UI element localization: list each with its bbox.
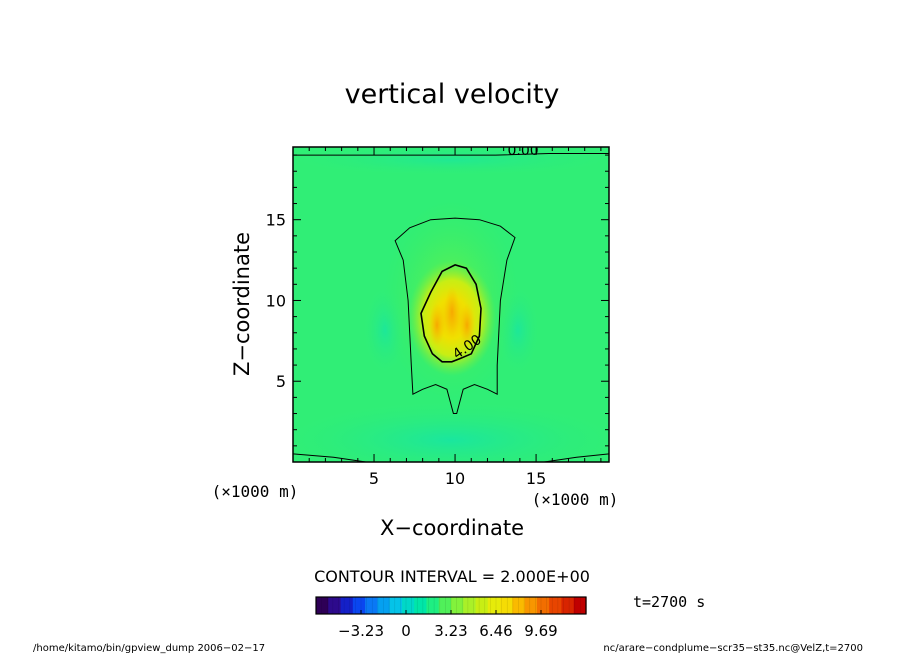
colorbar-swatch bbox=[573, 597, 587, 614]
contour-interval-text: CONTOUR INTERVAL = 2.000E+00 bbox=[314, 567, 590, 586]
field-hot-spot-3 bbox=[459, 303, 475, 347]
field-hot-spot-1 bbox=[429, 303, 445, 347]
y-tick-label: 15 bbox=[266, 211, 286, 230]
contour-line-0 bbox=[293, 153, 609, 156]
colorbar-swatch bbox=[512, 597, 526, 614]
colorbar-tick-label: 6.46 bbox=[479, 622, 512, 640]
colorbar-swatch bbox=[451, 597, 464, 614]
colorbar-tick-label: 9.69 bbox=[524, 622, 557, 640]
colorbar-swatch bbox=[328, 597, 342, 614]
colorbar-swatch bbox=[365, 597, 378, 614]
x-axis-unit: (×1000 m) bbox=[532, 490, 619, 509]
colorbar-swatch bbox=[500, 597, 513, 614]
y-tick-label: 10 bbox=[266, 291, 286, 310]
colorbar-swatch bbox=[426, 597, 440, 614]
colorbar-tick-label: 3.23 bbox=[434, 622, 467, 640]
colorbar-swatch bbox=[340, 597, 354, 614]
colorbar-swatch bbox=[487, 597, 501, 614]
colorbar-swatch bbox=[316, 597, 329, 614]
time-label: t=2700 s bbox=[633, 593, 705, 611]
colorbar-swatch bbox=[389, 597, 403, 614]
field-hot-spot-2 bbox=[444, 286, 460, 338]
contour-layer bbox=[293, 153, 609, 462]
x-tick-label: 5 bbox=[369, 469, 379, 488]
colorbar-swatch bbox=[561, 597, 575, 614]
y-axis-label: Z−coordinate bbox=[230, 232, 254, 376]
plot-area: 0.004.00 bbox=[293, 143, 609, 462]
colorbar-swatch bbox=[524, 597, 538, 614]
footer-left-text: /home/kitamo/bin/gpview_dump 2006−02−17 bbox=[33, 643, 265, 654]
colorbar-swatch bbox=[475, 597, 489, 614]
colorbar-swatch bbox=[352, 597, 366, 614]
x-tick-label: 10 bbox=[445, 469, 465, 488]
x-tick-label: 15 bbox=[526, 469, 546, 488]
field-lower-cool-band bbox=[293, 400, 609, 462]
colorbar-swatch bbox=[463, 597, 477, 614]
colorbar-swatch bbox=[401, 597, 415, 614]
colorbar-swatch bbox=[549, 597, 563, 614]
colorbar-swatch bbox=[438, 597, 452, 614]
footer-right-text: nc/arare−condplume−scr35−st35.nc@VelZ,t=… bbox=[603, 643, 863, 654]
colorbar bbox=[316, 597, 587, 614]
y-tick-label: 5 bbox=[276, 372, 286, 391]
contour-line-1 bbox=[293, 453, 366, 462]
contour-label-0: 0.00 bbox=[508, 143, 539, 159]
colorbar-swatch bbox=[414, 597, 428, 614]
plot-frame bbox=[292, 146, 610, 463]
field-top-cool-band bbox=[293, 147, 609, 176]
x-axis-label: X−coordinate bbox=[380, 516, 524, 540]
colorbar-swatch bbox=[536, 597, 550, 614]
colorbar-swatch bbox=[377, 597, 391, 614]
contour-line-2 bbox=[544, 453, 609, 462]
colorbar-tick-label: 0 bbox=[401, 622, 411, 640]
colorbar-tick-label: −3.23 bbox=[338, 622, 384, 640]
y-axis-unit: (×1000 m) bbox=[212, 482, 299, 501]
contour-line-4 bbox=[420, 264, 482, 363]
tick-layer: 5 10 15 5 10 15 bbox=[266, 147, 609, 488]
contour-line-3 bbox=[394, 217, 516, 414]
chart-title: vertical velocity bbox=[345, 79, 560, 110]
colorbar-ticks: −3.23 0 3.23 6.46 9.69 bbox=[338, 610, 558, 640]
